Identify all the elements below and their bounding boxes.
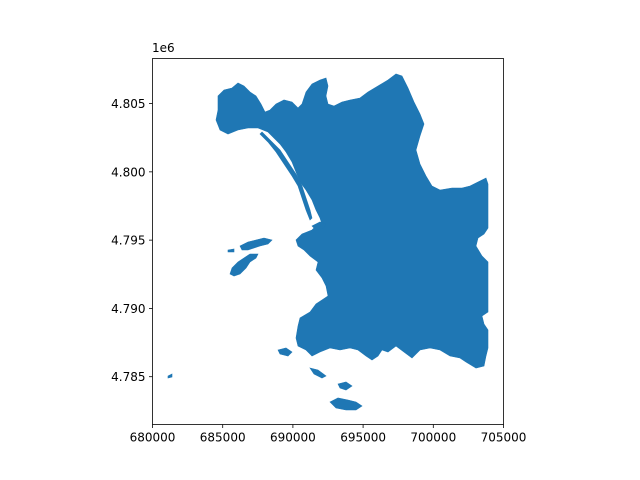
y-tick-label: 4.800 [111, 165, 145, 179]
y-tick-label: 4.805 [111, 97, 145, 111]
y-tick-label: 4.790 [111, 302, 145, 316]
y-tick-label: 4.785 [111, 370, 145, 384]
frioul-island-north [239, 237, 273, 251]
islet-south-west [277, 347, 293, 357]
frioul-island-south [229, 253, 259, 277]
x-axis: 680000 685000 690000 695000 700000 705000 [130, 424, 527, 445]
x-tick-label: 700000 [410, 431, 456, 445]
islet-south-b [337, 381, 353, 391]
harbour-islet [311, 221, 327, 231]
islet-south-a [309, 367, 327, 379]
y-axis: 4.785 4.790 4.795 4.800 4.805 [111, 97, 153, 384]
x-tick-label: 695000 [340, 431, 386, 445]
breakwater [259, 131, 313, 221]
x-tick-label: 690000 [270, 431, 316, 445]
x-tick-label: 685000 [200, 431, 246, 445]
map-shapes [167, 73, 489, 411]
y-tick-label: 4.795 [111, 234, 145, 248]
riou-island [329, 397, 363, 411]
x-tick-label: 705000 [481, 431, 527, 445]
frioul-islet-small [227, 248, 235, 253]
islet-far-west [167, 373, 173, 379]
axis-offset-label: 1e6 [152, 41, 175, 55]
axes-frame [152, 58, 504, 425]
x-tick-label: 680000 [130, 431, 176, 445]
